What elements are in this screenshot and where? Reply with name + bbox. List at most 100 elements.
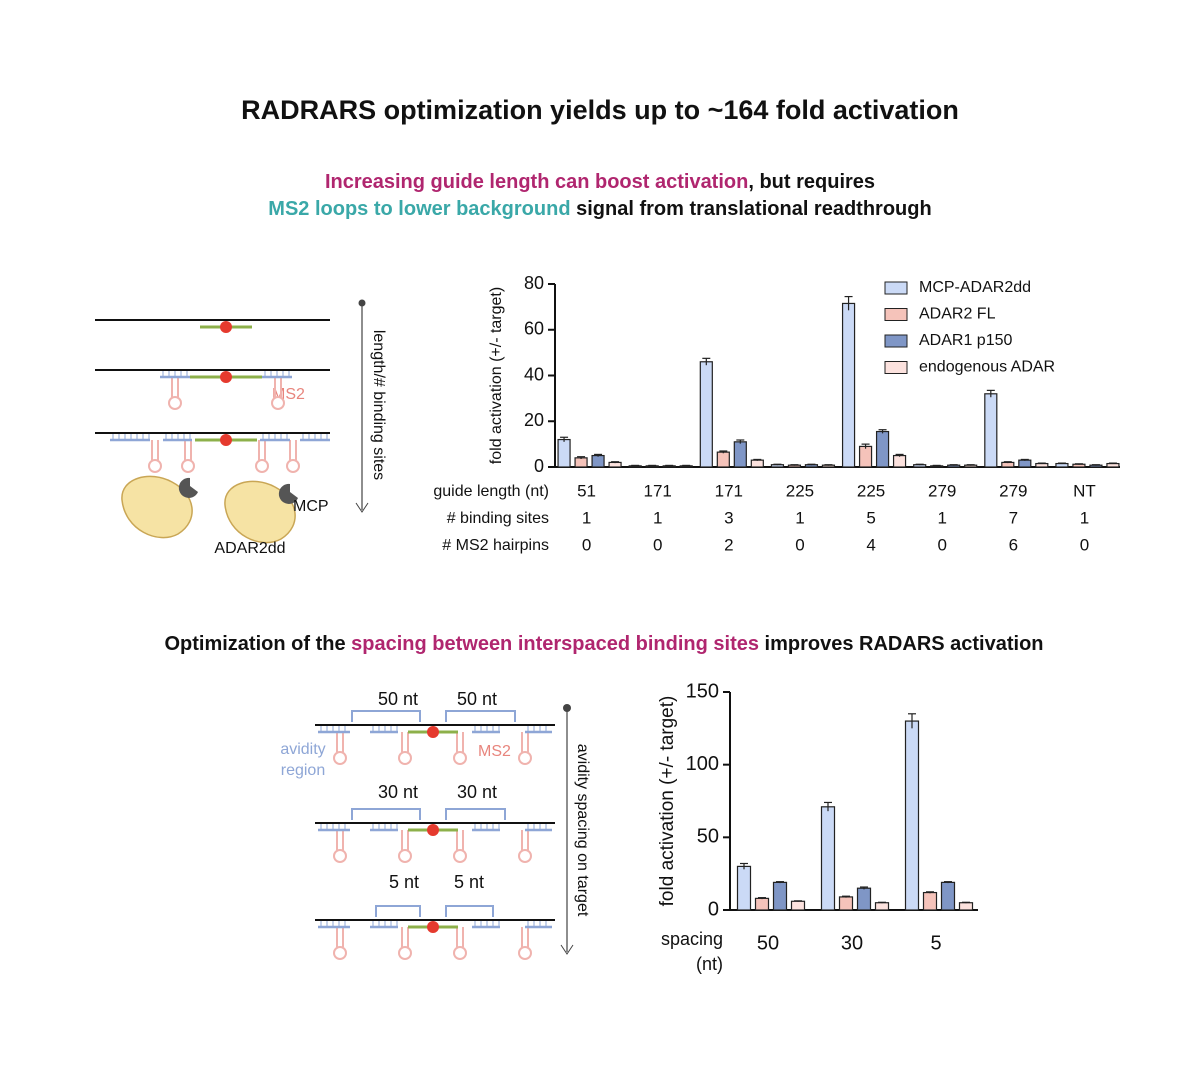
ms2-hairpin: [274, 377, 282, 397]
row-value: 171: [644, 481, 672, 500]
spacing-label: 5 nt: [454, 872, 484, 892]
bar: [733, 441, 747, 468]
spacing-label: 30 nt: [457, 782, 497, 802]
bar: [984, 393, 998, 468]
bar: [716, 451, 730, 468]
error-bar: [908, 713, 916, 729]
y-tick-label: 20: [524, 410, 544, 430]
bar: [892, 454, 907, 468]
bar: [1035, 462, 1049, 468]
x-tick-label: 50: [757, 932, 779, 954]
ms2-loop: [453, 946, 467, 960]
bar: [1055, 462, 1069, 468]
bar: [841, 302, 856, 468]
row-value: 3: [724, 508, 733, 527]
avidity-label: avidity: [280, 741, 325, 758]
legend-label: endogenous ADAR: [919, 359, 1055, 376]
error-bar: [861, 443, 870, 449]
ms2-hairpin: [289, 440, 297, 460]
ms2-loop: [398, 946, 412, 960]
ms2-hairpin: [336, 732, 344, 752]
error-bar: [740, 862, 748, 870]
error-bar: [1057, 462, 1066, 465]
ms2-hairpin: [151, 440, 159, 460]
error-bar: [824, 464, 833, 466]
spacing-label: 5 nt: [389, 872, 419, 892]
ms2-loop: [518, 751, 532, 765]
section-text: Optimization of the: [164, 633, 351, 655]
subtitle-highlight: MS2 loops to lower background: [268, 198, 570, 220]
figure-title: RADRARS optimization yields up to ~164 f…: [241, 95, 959, 125]
ms2-hairpin: [521, 830, 529, 850]
ms2-loop: [398, 849, 412, 863]
error-bar: [753, 458, 762, 461]
error-bar: [962, 901, 970, 904]
ms2-hairpin: [184, 440, 192, 460]
ms2-loop: [333, 946, 347, 960]
ms2-hairpin: [401, 732, 409, 752]
row-value: 225: [857, 481, 885, 500]
error-bar: [594, 453, 603, 457]
error-bar: [944, 881, 952, 884]
error-bar: [1003, 461, 1012, 464]
legend-label: ADAR2 FL: [919, 306, 996, 323]
mcp-protein: [278, 483, 298, 504]
row-value: 1: [582, 508, 591, 527]
ms2-hairpin: [336, 830, 344, 850]
subtitle-highlight: Increasing guide length can boost activa…: [325, 171, 748, 193]
row-value: 5: [866, 508, 875, 527]
spacing-label: 30 nt: [378, 782, 418, 802]
y-tick-label: 60: [524, 319, 544, 339]
row-value: 1: [653, 508, 662, 527]
error-bar: [860, 886, 868, 890]
legend-label: ADAR1 p150: [919, 332, 1012, 349]
ms2-hairpin: [456, 927, 464, 947]
subtitle-line: Increasing guide length can boost activa…: [325, 171, 875, 193]
edit-site: [220, 371, 232, 383]
ms2-hairpin: [401, 927, 409, 947]
legend-swatch: [884, 281, 908, 295]
error-bar: [878, 429, 887, 434]
error-bar: [1074, 463, 1083, 465]
bar: [940, 881, 956, 911]
mcp-label: MCP: [293, 498, 329, 515]
edit-site: [427, 824, 439, 836]
bar: [820, 806, 836, 911]
row-value: 279: [928, 481, 956, 500]
ms2-loop: [398, 751, 412, 765]
ms2-loop: [518, 946, 532, 960]
error-bar: [895, 453, 904, 457]
error-bar: [665, 464, 674, 467]
error-bar: [1020, 458, 1029, 461]
row-value: 0: [937, 535, 946, 554]
y-tick-label: 150: [686, 680, 719, 702]
ms2-hairpin: [521, 927, 529, 947]
x-tick-label: 30: [841, 932, 863, 954]
error-bar: [1091, 464, 1100, 466]
error-bar: [773, 463, 782, 466]
spacing-label: 50 nt: [378, 689, 418, 709]
row-value: 225: [786, 481, 814, 500]
y-tick-label: 0: [534, 456, 544, 476]
error-bar: [776, 881, 784, 884]
error-bar: [966, 464, 975, 466]
x-axis-label: spacing: [661, 929, 723, 949]
row-value: 0: [582, 535, 591, 554]
bar: [856, 887, 872, 911]
diagram-spacing: 50 nt 50 nt 30 nt 30 nt 5 nt 5 nt avidit…: [280, 689, 591, 960]
ms2-loop: [333, 849, 347, 863]
ms2-loop: [453, 751, 467, 765]
error-bar: [1037, 462, 1046, 465]
bar: [1106, 462, 1120, 468]
error-bar: [702, 357, 711, 366]
bar: [750, 459, 764, 468]
bar: [858, 445, 873, 468]
y-tick-label: 80: [524, 273, 544, 293]
bar: [1018, 459, 1032, 468]
y-axis-label: fold activation (+/- target): [657, 696, 678, 907]
subtitle-line: MS2 loops to lower background signal fro…: [268, 198, 931, 220]
edit-site: [427, 921, 439, 933]
ms2-loop: [148, 459, 162, 473]
ms2-loop: [181, 459, 195, 473]
axis-label: length/# binding sites: [370, 330, 387, 480]
